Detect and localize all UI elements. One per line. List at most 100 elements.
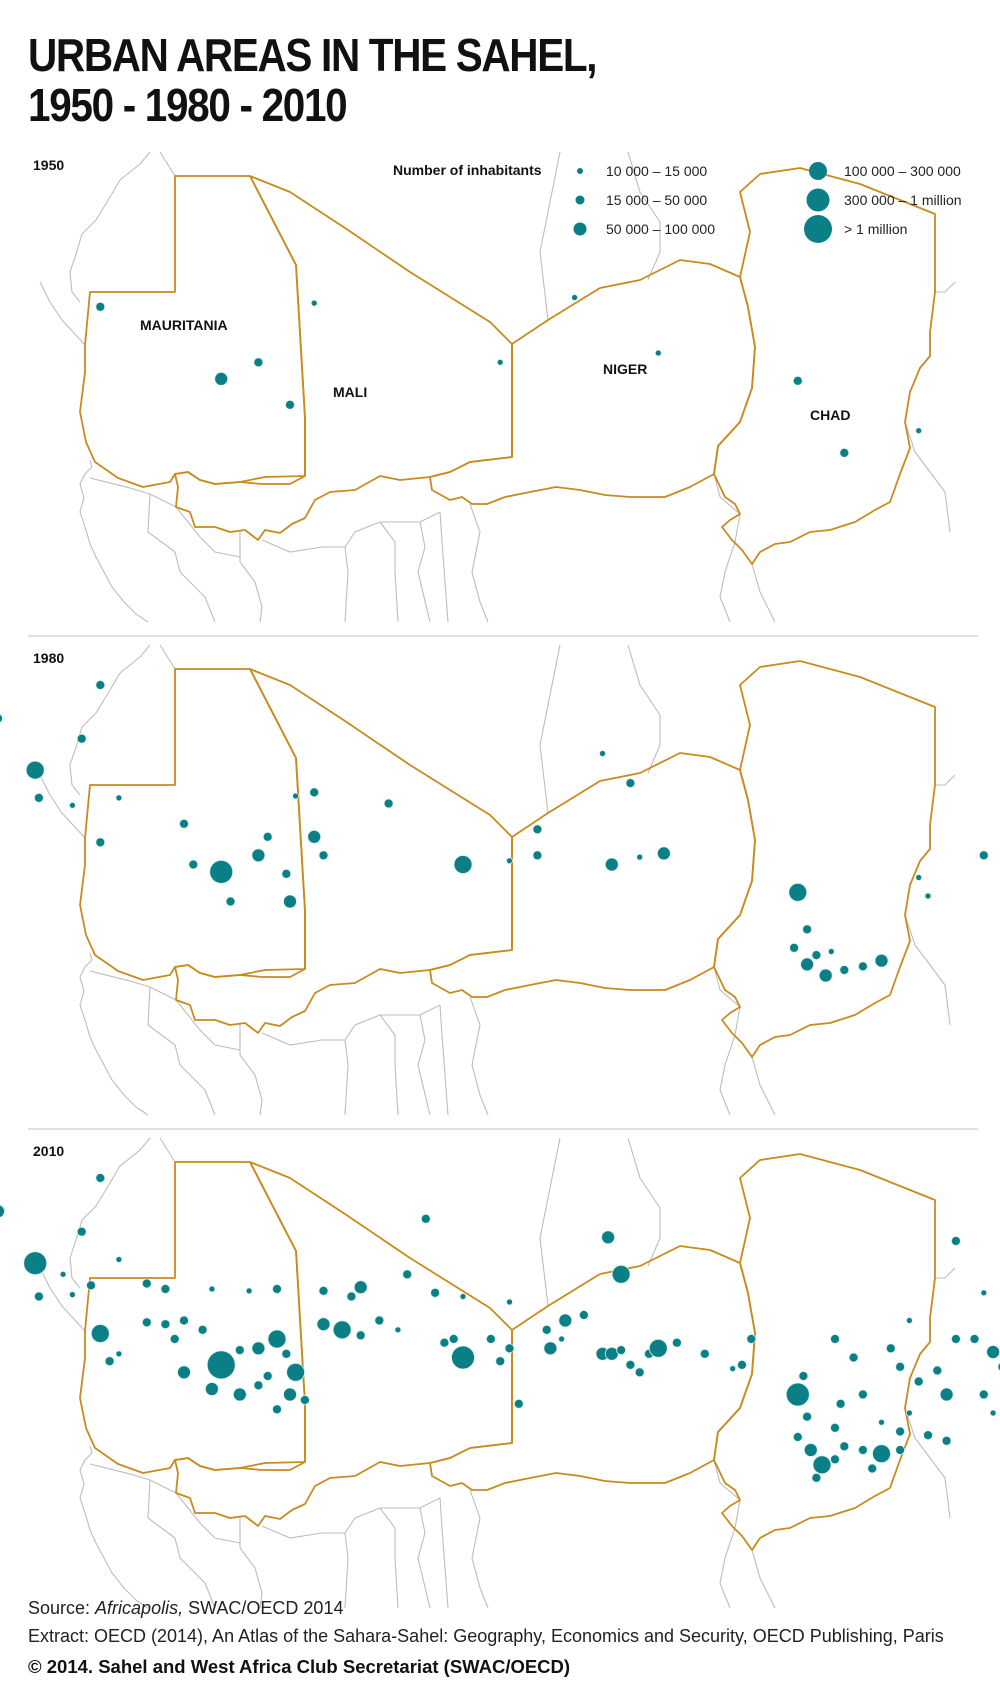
city-marker <box>69 801 76 809</box>
city-marker <box>451 1345 475 1370</box>
map-panel-1950: 1950 MAURITANIA MALI NIGER CHAD <box>33 151 956 623</box>
ghana-togo-border <box>344 511 441 548</box>
mauritania-outline <box>79 1161 306 1474</box>
niger-outline <box>429 752 756 998</box>
city-marker <box>895 1361 905 1372</box>
city-marker <box>495 1356 506 1367</box>
guinea-border-b <box>175 1492 241 1544</box>
city-marker <box>285 399 295 410</box>
city-marker <box>802 1411 812 1422</box>
city-marker <box>541 1324 552 1335</box>
city-marker <box>394 1326 402 1334</box>
benin-nigeria-border <box>417 1507 431 1609</box>
city-marker <box>299 1395 310 1405</box>
city-marker <box>25 760 45 780</box>
benin-border <box>379 1507 399 1609</box>
city-marker <box>504 1343 515 1354</box>
city-marker <box>913 1376 924 1387</box>
morocco-algeria-border <box>159 1137 176 1163</box>
city-marker <box>941 1435 952 1446</box>
city-marker <box>251 848 266 863</box>
city-marker <box>978 1389 989 1400</box>
source-rest: SWAC/OECD 2014 <box>183 1598 344 1618</box>
city-marker <box>485 1334 496 1344</box>
city-marker <box>353 1280 368 1295</box>
city-marker <box>792 1432 803 1442</box>
city-marker <box>286 1362 306 1382</box>
egypt-sudan-border <box>935 1267 956 1279</box>
ivory-coast-border-b <box>261 1525 349 1609</box>
city-marker <box>206 1350 236 1380</box>
city-marker <box>924 892 932 900</box>
city-marker <box>115 794 123 802</box>
chad-outline <box>713 167 936 565</box>
city-marker <box>532 850 543 861</box>
benin-border <box>379 1014 399 1116</box>
city-marker <box>792 375 803 386</box>
source-title: Africapolis, <box>95 1598 184 1618</box>
city-marker <box>262 1371 273 1381</box>
city-marker <box>915 427 923 435</box>
city-marker <box>830 1422 840 1433</box>
city-marker <box>906 1409 913 1417</box>
city-marker <box>872 1444 891 1464</box>
city-marker <box>141 1317 152 1328</box>
city-marker <box>459 1293 467 1300</box>
legend-symbol <box>575 195 585 205</box>
city-marker <box>951 1236 961 1246</box>
libya-egypt-border <box>627 644 661 774</box>
city-marker <box>307 829 322 844</box>
legend-label: > 1 million <box>844 221 907 237</box>
nigeria-cameroon-border <box>469 1489 489 1609</box>
city-marker <box>818 968 833 983</box>
chad-outline <box>713 1153 936 1551</box>
country-label-mauritania: MAURITANIA <box>140 317 228 333</box>
guinea-border-a <box>147 493 216 623</box>
ghana-togo-border <box>344 1004 441 1041</box>
city-marker <box>812 1455 832 1475</box>
city-marker <box>374 1315 385 1326</box>
city-marker <box>420 1213 431 1224</box>
city-marker <box>699 1348 710 1359</box>
legend-title: Number of inhabitants <box>393 162 542 178</box>
source-note: Source: Africapolis, SWAC/OECD 2014 <box>28 1598 343 1619</box>
city-marker <box>76 1226 87 1237</box>
year-label-1980: 1980 <box>33 650 64 666</box>
city-marker <box>830 1334 840 1344</box>
city-marker <box>835 1398 846 1409</box>
city-marker <box>895 1426 905 1437</box>
city-marker <box>245 1287 253 1295</box>
city-marker <box>225 896 236 907</box>
city-marker <box>839 1441 850 1452</box>
city-marker <box>543 1341 558 1356</box>
ivory-coast-border-b <box>261 1032 349 1116</box>
legend-label: 100 000 – 300 000 <box>844 163 961 179</box>
western-sahara-border <box>39 1267 86 1332</box>
libya-egypt-border <box>627 151 661 281</box>
city-marker <box>951 1334 961 1344</box>
car-border <box>751 1549 776 1609</box>
morocco-algeria-border <box>159 151 176 177</box>
city-marker <box>0 713 3 723</box>
benin-nigeria-border <box>417 1014 431 1116</box>
city-marker <box>69 1291 76 1298</box>
city-marker <box>932 1365 943 1376</box>
city-marker <box>34 793 44 803</box>
city-marker <box>788 882 808 902</box>
city-marker <box>830 1454 840 1465</box>
city-marker <box>858 1445 868 1455</box>
city-marker <box>532 824 543 835</box>
country-label-chad: CHAD <box>810 407 850 423</box>
city-marker <box>906 1317 913 1324</box>
city-marker <box>579 1310 589 1320</box>
city-marker <box>878 1418 885 1426</box>
car-border <box>751 1056 776 1116</box>
city-marker <box>160 1284 171 1294</box>
country-label-mali: MALI <box>333 384 367 400</box>
libya-west-border <box>539 151 561 321</box>
legend-symbol <box>577 168 583 174</box>
western-sahara-border <box>39 281 86 346</box>
city-marker <box>115 1256 123 1263</box>
legend-label: 10 000 – 15 000 <box>606 163 707 179</box>
morocco-algeria-border <box>159 644 176 670</box>
